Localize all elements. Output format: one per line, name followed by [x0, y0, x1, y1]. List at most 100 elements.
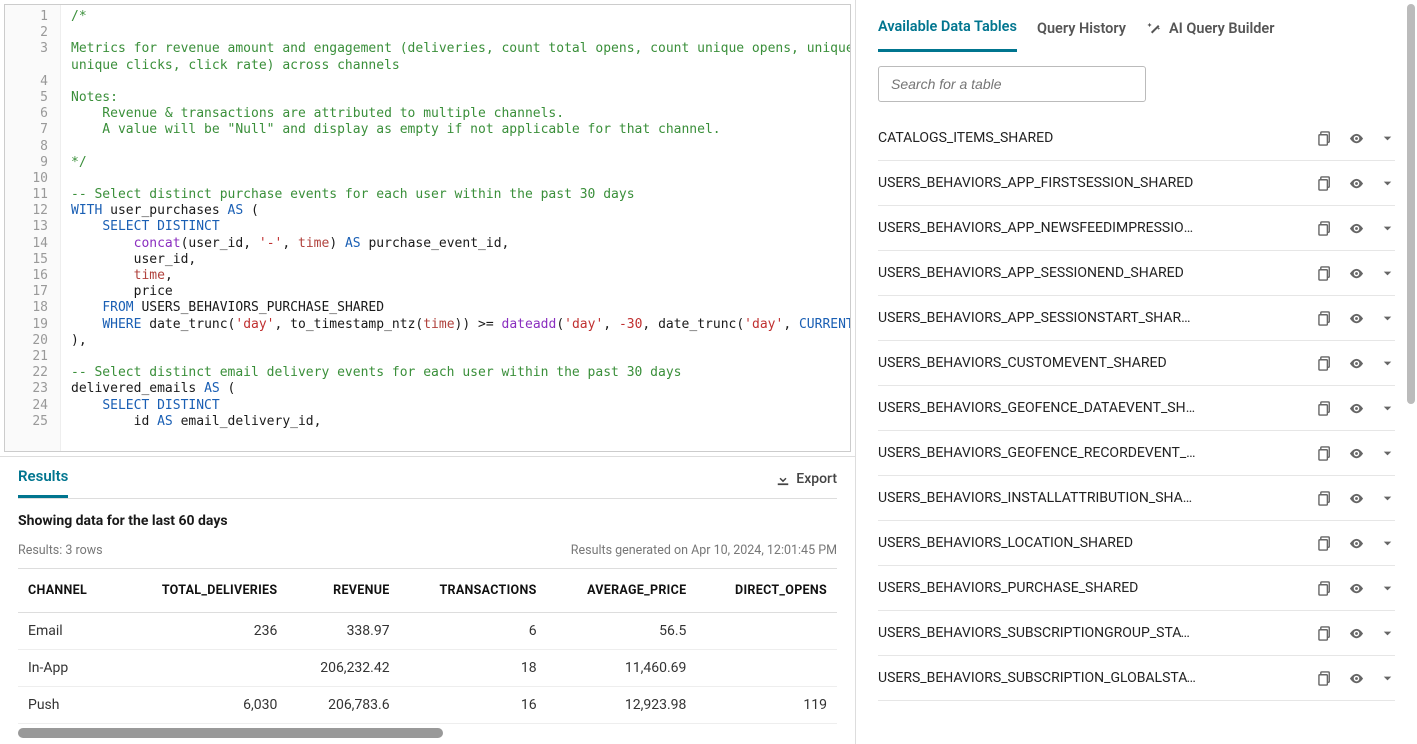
chevron-down-icon[interactable]: [1380, 401, 1395, 416]
chevron-down-icon[interactable]: [1380, 626, 1395, 641]
copy-icon[interactable]: [1318, 401, 1333, 416]
data-table-row[interactable]: USERS_BEHAVIORS_APP_SESSIONSTART_SHARED: [878, 296, 1395, 341]
eye-icon[interactable]: [1349, 536, 1364, 551]
table-actions: [1318, 446, 1395, 461]
export-button[interactable]: Export: [776, 471, 837, 495]
table-actions: [1318, 311, 1395, 326]
results-panel: Results Export Showing data for the last…: [0, 456, 855, 744]
eye-icon[interactable]: [1349, 491, 1364, 506]
table-cell: 206,232.42: [287, 650, 399, 687]
eye-icon[interactable]: [1349, 311, 1364, 326]
eye-icon[interactable]: [1349, 356, 1364, 371]
horizontal-scrollbar[interactable]: [18, 728, 443, 738]
copy-icon[interactable]: [1318, 581, 1333, 596]
table-cell: 56.5: [547, 613, 697, 650]
data-table-row[interactable]: USERS_BEHAVIORS_SUBSCRIPTION_GLOBALSTATE…: [878, 656, 1395, 701]
table-actions: [1318, 491, 1395, 506]
column-header[interactable]: AVERAGE_PRICE: [547, 569, 697, 613]
right-pane: Available Data Tables Query History AI Q…: [856, 0, 1417, 744]
column-header[interactable]: CHANNEL: [18, 569, 117, 613]
eye-icon[interactable]: [1349, 446, 1364, 461]
tab-query-history[interactable]: Query History: [1037, 20, 1126, 51]
data-table-row[interactable]: USERS_BEHAVIORS_INSTALLATTRIBUTION_SHARE…: [878, 476, 1395, 521]
chevron-down-icon[interactable]: [1380, 671, 1395, 686]
data-table-row[interactable]: CATALOGS_ITEMS_SHARED: [878, 116, 1395, 161]
copy-icon[interactable]: [1318, 131, 1333, 146]
chevron-down-icon[interactable]: [1380, 131, 1395, 146]
data-table-row[interactable]: USERS_BEHAVIORS_SUBSCRIPTIONGROUP_STATE.…: [878, 611, 1395, 656]
eye-icon[interactable]: [1349, 401, 1364, 416]
results-table: CHANNELTOTAL_DELIVERIESREVENUETRANSACTIO…: [18, 569, 837, 724]
copy-icon[interactable]: [1318, 221, 1333, 236]
copy-icon[interactable]: [1318, 311, 1333, 326]
chevron-down-icon[interactable]: [1380, 356, 1395, 371]
results-subtitle: Showing data for the last 60 days: [18, 513, 837, 529]
code-content[interactable]: /*Metrics for revenue amount and engagem…: [61, 5, 850, 451]
table-cell: 6: [400, 613, 547, 650]
column-header[interactable]: DIRECT_OPENS: [696, 569, 837, 613]
data-table-row[interactable]: USERS_BEHAVIORS_APP_FIRSTSESSION_SHARED: [878, 161, 1395, 206]
chevron-down-icon[interactable]: [1380, 581, 1395, 596]
column-header[interactable]: TOTAL_DELIVERIES: [117, 569, 287, 613]
chevron-down-icon[interactable]: [1380, 491, 1395, 506]
copy-icon[interactable]: [1318, 446, 1333, 461]
chevron-down-icon[interactable]: [1380, 446, 1395, 461]
chevron-down-icon[interactable]: [1380, 266, 1395, 281]
data-table-row[interactable]: USERS_BEHAVIORS_PURCHASE_SHARED: [878, 566, 1395, 611]
eye-icon[interactable]: [1349, 176, 1364, 191]
copy-icon[interactable]: [1318, 626, 1333, 641]
results-count: Results: 3 rows: [18, 543, 103, 558]
data-table-row[interactable]: USERS_BEHAVIORS_APP_NEWSFEEDIMPRESSION_.…: [878, 206, 1395, 251]
scrollbar-thumb[interactable]: [18, 728, 443, 738]
chevron-down-icon[interactable]: [1380, 311, 1395, 326]
table-row: Push6,030206,783.61612,923.98119: [18, 687, 837, 724]
eye-icon[interactable]: [1349, 671, 1364, 686]
tab-ai-query-builder[interactable]: AI Query Builder: [1146, 20, 1275, 51]
table-cell: [696, 613, 837, 650]
data-table-row[interactable]: USERS_BEHAVIORS_CUSTOMEVENT_SHARED: [878, 341, 1395, 386]
copy-icon[interactable]: [1318, 671, 1333, 686]
copy-icon[interactable]: [1318, 176, 1333, 191]
eye-icon[interactable]: [1349, 221, 1364, 236]
data-table-row[interactable]: USERS_BEHAVIORS_GEOFENCE_RECORDEVENT_S..…: [878, 431, 1395, 476]
table-actions: [1318, 176, 1395, 191]
copy-icon[interactable]: [1318, 266, 1333, 281]
data-table-row[interactable]: USERS_BEHAVIORS_GEOFENCE_DATAEVENT_SHAR.…: [878, 386, 1395, 431]
column-header[interactable]: REVENUE: [287, 569, 399, 613]
chevron-down-icon[interactable]: [1380, 536, 1395, 551]
chevron-down-icon[interactable]: [1380, 176, 1395, 191]
table-row: In-App206,232.421811,460.69: [18, 650, 837, 687]
eye-icon[interactable]: [1349, 131, 1364, 146]
chevron-down-icon[interactable]: [1380, 221, 1395, 236]
table-search: [878, 66, 1146, 102]
tab-available-tables[interactable]: Available Data Tables: [878, 18, 1017, 52]
data-table-name: USERS_BEHAVIORS_GEOFENCE_RECORDEVENT_S..…: [878, 445, 1198, 461]
eye-icon[interactable]: [1349, 626, 1364, 641]
copy-icon[interactable]: [1318, 536, 1333, 551]
table-cell: 6,030: [117, 687, 287, 724]
copy-icon[interactable]: [1318, 356, 1333, 371]
data-table-name: USERS_BEHAVIORS_SUBSCRIPTION_GLOBALSTATE…: [878, 670, 1198, 686]
results-meta: Results: 3 rows Results generated on Apr…: [18, 543, 837, 569]
sql-editor[interactable]: 1234567891011121314151617181920212223242…: [4, 4, 851, 452]
data-table-row[interactable]: USERS_BEHAVIORS_APP_SESSIONEND_SHARED: [878, 251, 1395, 296]
table-actions: [1318, 536, 1395, 551]
table-cell: 18: [400, 650, 547, 687]
data-table-name: CATALOGS_ITEMS_SHARED: [878, 130, 1053, 146]
search-input[interactable]: [878, 66, 1146, 102]
eye-icon[interactable]: [1349, 581, 1364, 596]
table-cell: 236: [117, 613, 287, 650]
column-header[interactable]: TRANSACTIONS: [400, 569, 547, 613]
copy-icon[interactable]: [1318, 491, 1333, 506]
table-cell: [117, 650, 287, 687]
results-tab[interactable]: Results: [18, 467, 68, 498]
table-actions: [1318, 131, 1395, 146]
data-table-row[interactable]: USERS_BEHAVIORS_LOCATION_SHARED: [878, 521, 1395, 566]
data-table-name: USERS_BEHAVIORS_PURCHASE_SHARED: [878, 580, 1138, 596]
data-table-name: USERS_BEHAVIORS_INSTALLATTRIBUTION_SHARE…: [878, 490, 1198, 506]
eye-icon[interactable]: [1349, 266, 1364, 281]
results-generated: Results generated on Apr 10, 2024, 12:01…: [571, 543, 837, 558]
left-pane: 1234567891011121314151617181920212223242…: [0, 0, 856, 744]
sidebar-tabs: Available Data Tables Query History AI Q…: [856, 0, 1417, 52]
vertical-scrollbar[interactable]: [1407, 4, 1415, 404]
